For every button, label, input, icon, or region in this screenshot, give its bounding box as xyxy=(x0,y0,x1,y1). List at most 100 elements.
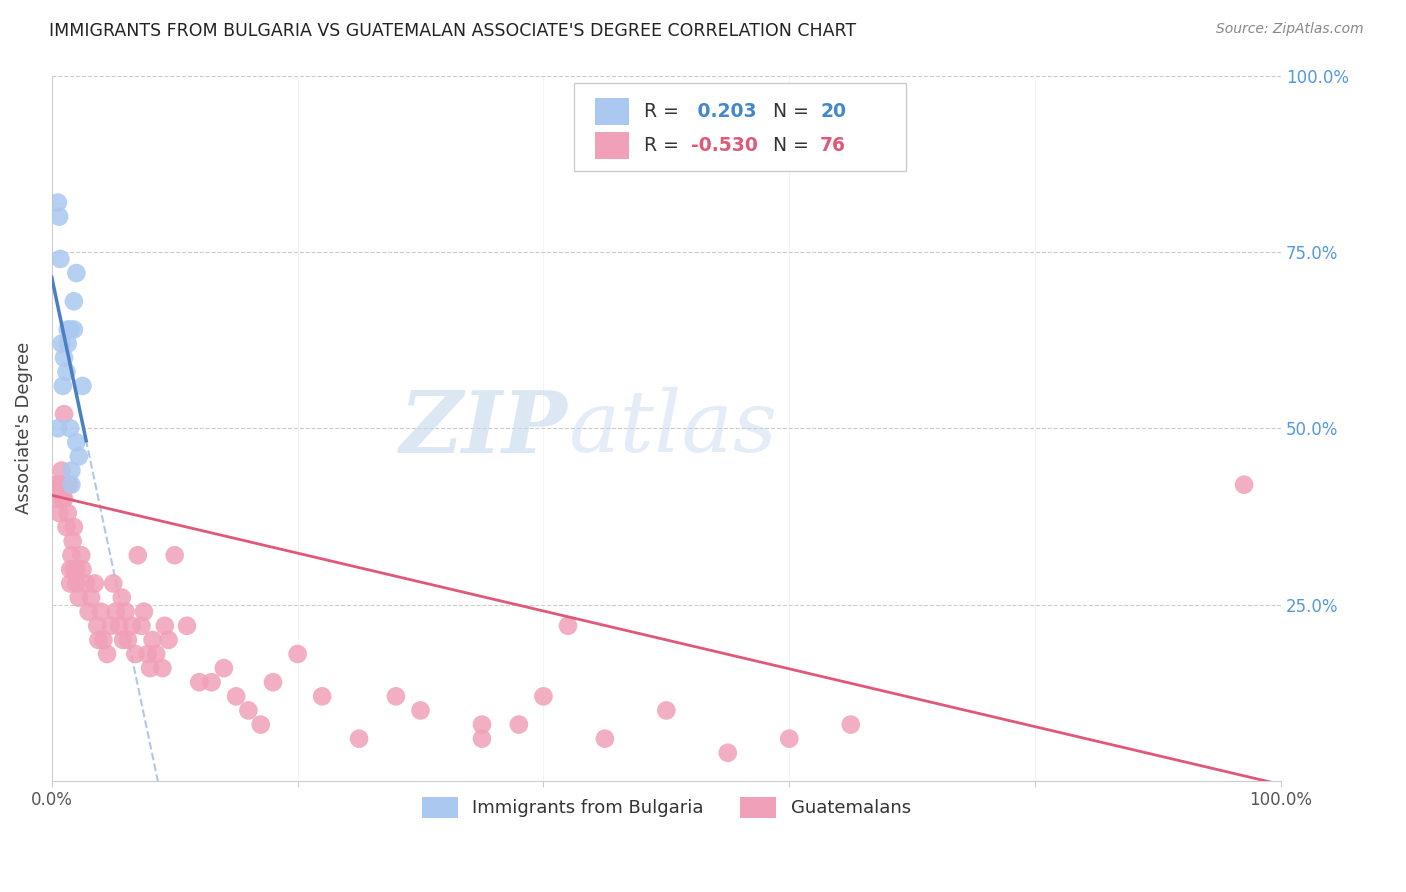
Point xyxy=(132,605,155,619)
Point xyxy=(52,379,75,393)
Bar xyxy=(595,98,630,125)
Point xyxy=(55,365,77,379)
Point xyxy=(80,591,103,605)
Point xyxy=(59,421,82,435)
Point xyxy=(176,619,198,633)
Point xyxy=(238,703,260,717)
Point xyxy=(48,210,70,224)
Point xyxy=(557,619,579,633)
Point xyxy=(1233,477,1256,491)
Point xyxy=(188,675,211,690)
Point xyxy=(86,619,108,633)
Text: N =: N = xyxy=(773,102,815,121)
Point xyxy=(70,548,93,562)
Point xyxy=(839,717,862,731)
Text: -0.530: -0.530 xyxy=(690,136,758,155)
Point xyxy=(77,605,100,619)
Text: Source: ZipAtlas.com: Source: ZipAtlas.com xyxy=(1216,22,1364,37)
Point xyxy=(44,477,66,491)
Text: R =: R = xyxy=(644,136,685,155)
Point xyxy=(150,661,173,675)
Point xyxy=(139,661,162,675)
Point xyxy=(48,506,70,520)
Point xyxy=(65,266,87,280)
Point xyxy=(65,562,87,576)
Text: N =: N = xyxy=(773,136,815,155)
Point xyxy=(157,632,180,647)
Text: 76: 76 xyxy=(820,136,846,155)
Point xyxy=(471,731,494,746)
Point xyxy=(533,690,555,704)
Point xyxy=(72,562,94,576)
Point xyxy=(141,632,163,647)
Legend: Immigrants from Bulgaria, Guatemalans: Immigrants from Bulgaria, Guatemalans xyxy=(415,789,918,825)
Point xyxy=(59,322,82,336)
Text: IMMIGRANTS FROM BULGARIA VS GUATEMALAN ASSOCIATE'S DEGREE CORRELATION CHART: IMMIGRANTS FROM BULGARIA VS GUATEMALAN A… xyxy=(49,22,856,40)
Point xyxy=(93,632,115,647)
Point xyxy=(200,675,222,690)
Point xyxy=(75,576,97,591)
Point xyxy=(163,548,186,562)
Point xyxy=(56,322,79,336)
Text: ZIP: ZIP xyxy=(401,386,568,470)
Point xyxy=(46,421,69,435)
Point xyxy=(53,351,76,365)
Point xyxy=(52,491,75,506)
Point xyxy=(409,703,432,717)
Point xyxy=(90,605,112,619)
Point xyxy=(72,379,94,393)
Text: 20: 20 xyxy=(820,102,846,121)
Point xyxy=(58,477,80,491)
Point xyxy=(153,619,176,633)
Point xyxy=(108,619,131,633)
Point xyxy=(46,195,69,210)
Point xyxy=(53,407,76,421)
Point xyxy=(212,661,235,675)
Point xyxy=(100,619,122,633)
Point xyxy=(65,435,87,450)
Point xyxy=(55,520,77,534)
Point xyxy=(65,576,87,591)
Point xyxy=(124,647,146,661)
Point xyxy=(347,731,370,746)
Point xyxy=(508,717,530,731)
Point xyxy=(60,464,83,478)
Point xyxy=(593,731,616,746)
Point xyxy=(117,632,139,647)
Point xyxy=(56,506,79,520)
Point xyxy=(46,491,69,506)
Point xyxy=(53,491,76,506)
Point xyxy=(83,576,105,591)
FancyBboxPatch shape xyxy=(574,83,905,170)
Point xyxy=(87,632,110,647)
Point xyxy=(111,591,134,605)
Point xyxy=(59,562,82,576)
Point xyxy=(131,619,153,633)
Text: 0.203: 0.203 xyxy=(690,102,756,121)
Point xyxy=(67,591,90,605)
Point xyxy=(655,703,678,717)
Point xyxy=(51,464,73,478)
Text: atlas: atlas xyxy=(568,387,778,469)
Point xyxy=(96,647,118,661)
Point xyxy=(287,647,309,661)
Point xyxy=(63,322,86,336)
Point xyxy=(717,746,740,760)
Point xyxy=(49,252,72,266)
Point xyxy=(136,647,159,661)
Point xyxy=(56,336,79,351)
Point xyxy=(778,731,800,746)
Point xyxy=(63,562,86,576)
Point xyxy=(60,548,83,562)
Point xyxy=(121,619,143,633)
Point xyxy=(127,548,149,562)
Point xyxy=(112,632,135,647)
Bar xyxy=(595,132,630,159)
Text: R =: R = xyxy=(644,102,685,121)
Point xyxy=(67,450,90,464)
Point xyxy=(63,520,86,534)
Point xyxy=(145,647,167,661)
Point xyxy=(311,690,333,704)
Point xyxy=(49,477,72,491)
Point xyxy=(59,576,82,591)
